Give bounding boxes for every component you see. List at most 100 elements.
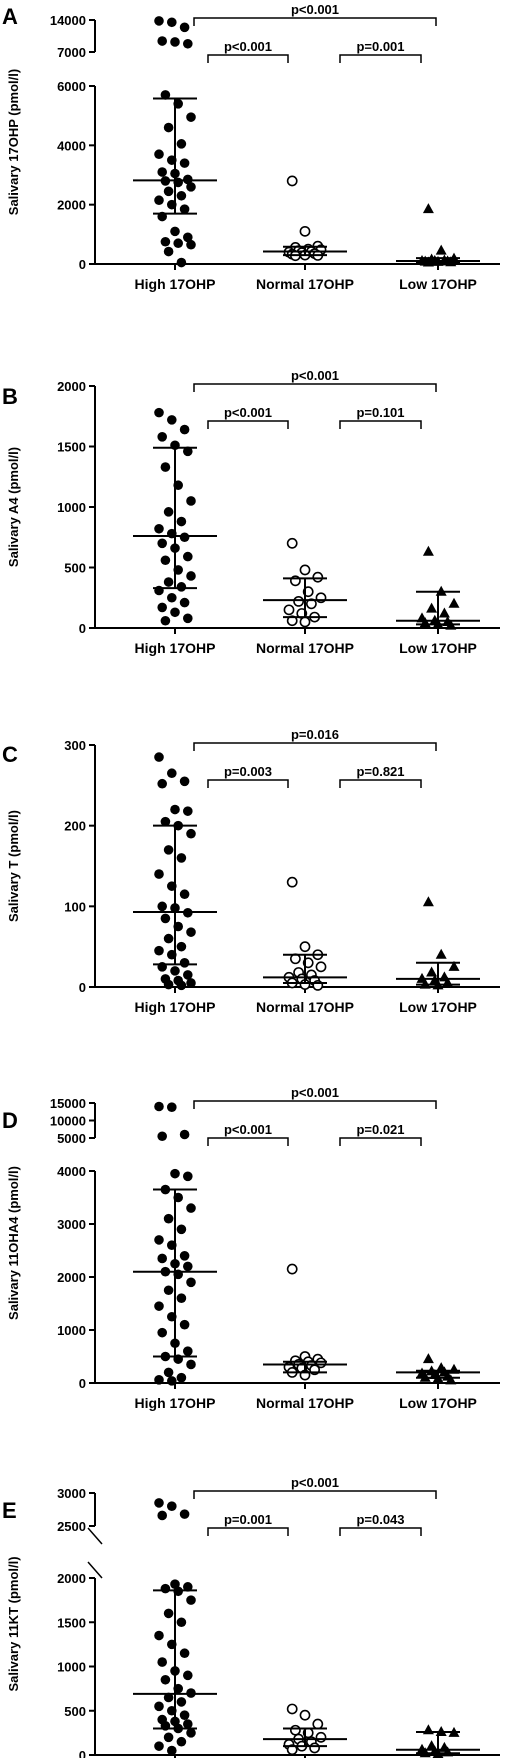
data-point-circle — [157, 1253, 167, 1264]
data-point-circle — [157, 1510, 167, 1521]
data-point-circle — [167, 1376, 177, 1386]
y-tick-label: 2000 — [57, 379, 86, 394]
y-tick-label: 1000 — [57, 500, 86, 515]
y-tick-label: 14000 — [50, 13, 86, 28]
y-tick-label: 1500 — [57, 440, 86, 455]
p-value-label: p=0.101 — [356, 405, 404, 420]
data-point-circle — [160, 555, 171, 566]
panel-letter: E — [2, 1498, 17, 1523]
significance-bracket — [207, 779, 289, 788]
data-point-circle — [154, 16, 164, 26]
panel-d: D Salivary 11OHA4 (pmol/l) High 17OHP Norma… — [2, 1085, 500, 1411]
data-point-open-circle — [299, 941, 311, 953]
y-axis-title: Salivary 11OHA4 (pmol/l) — [6, 1166, 21, 1320]
data-point-circle — [157, 167, 167, 177]
significance-bracket — [207, 54, 289, 63]
y-axis-title: Salivary 11KT (pmol/l) — [6, 1556, 21, 1691]
data-point-circle — [154, 1301, 164, 1311]
panel-letter: A — [2, 4, 18, 29]
p-value-label: p=0.016 — [291, 727, 339, 742]
significance-bracket — [339, 420, 422, 429]
data-point-circle — [167, 1745, 177, 1756]
data-point-circle — [186, 239, 196, 250]
data-point-circle — [176, 257, 187, 268]
p-value-label: p<0.001 — [224, 39, 272, 54]
data-point-circle — [176, 1736, 187, 1747]
p-value-label: p<0.001 — [291, 1085, 339, 1100]
data-point-circle — [167, 1102, 177, 1112]
x-tick-label: Low 17OHP — [399, 276, 477, 292]
data-point-circle — [186, 828, 196, 839]
data-point-circle — [157, 1657, 167, 1667]
data-point-circle — [179, 1251, 190, 1261]
data-point-circle — [157, 538, 167, 549]
data-point-circle — [186, 1277, 196, 1288]
data-point-circle — [163, 122, 174, 133]
x-tick-label: High 17OHP — [135, 640, 216, 656]
data-point-circle — [154, 1701, 164, 1712]
data-point-circle — [170, 804, 180, 815]
data-point-circle — [186, 112, 196, 122]
data-point-circle — [160, 236, 171, 247]
data-point-circle — [176, 1224, 187, 1235]
p-value-label: p<0.001 — [224, 405, 272, 420]
significance-bracket — [193, 1100, 437, 1109]
x-tick-label: High 17OHP — [135, 999, 216, 1015]
significance-bracket — [339, 54, 422, 63]
data-point-circle — [183, 613, 193, 624]
panel-b: B Salivary A4 (pmol/l) High 17OHP Normal 17… — [2, 368, 500, 656]
data-point-circle — [157, 778, 167, 789]
data-point-circle — [163, 246, 174, 257]
data-point-circle — [154, 869, 164, 879]
data-point-triangle — [422, 203, 434, 214]
data-point-triangle — [445, 1374, 457, 1385]
data-point-circle — [163, 186, 174, 197]
data-point-circle — [186, 1595, 196, 1605]
data-point-circle — [157, 1131, 167, 1142]
data-point-circle — [160, 1674, 171, 1685]
data-point-circle — [163, 1732, 174, 1743]
data-point-circle — [186, 1359, 196, 1370]
data-point-open-circle — [289, 1724, 301, 1736]
data-point-open-circle — [286, 1744, 298, 1756]
data-point-circle — [157, 602, 167, 613]
panel-c: C Salivary T (pmol/l) High 17OHP Normal 17O… — [2, 727, 500, 1015]
y-tick-label: 3000 — [57, 1486, 86, 1501]
p-value-label: p=0.043 — [356, 1512, 404, 1527]
y-axis-title: Salivary A4 (pmol/l) — [6, 447, 21, 567]
data-point-circle — [163, 933, 174, 944]
data-point-circle — [183, 446, 193, 457]
data-point-circle — [160, 90, 171, 100]
p-value-label: p=0.001 — [224, 1512, 272, 1527]
data-point-circle — [157, 36, 167, 46]
y-tick-label: 300 — [64, 738, 86, 753]
data-point-circle — [176, 853, 187, 863]
data-point-circle — [157, 1327, 167, 1338]
x-tick-label: Normal 17OHP — [256, 640, 354, 656]
x-tick-label: High 17OHP — [135, 276, 216, 292]
data-point-circle — [186, 182, 196, 192]
data-point-triangle — [435, 244, 447, 255]
data-point-circle — [179, 1509, 190, 1519]
data-point-open-circle — [286, 1263, 298, 1275]
significance-bracket — [193, 742, 437, 751]
data-point-circle — [170, 607, 180, 618]
data-point-circle — [167, 415, 177, 425]
data-point-circle — [160, 1583, 171, 1594]
data-point-circle — [176, 516, 187, 527]
data-point-circle — [179, 776, 190, 787]
significance-bracket — [339, 779, 422, 788]
data-point-circle — [154, 1498, 164, 1508]
y-axis-title: Salivary 17OHP (pmol/l) — [6, 69, 21, 215]
panel-letter: C — [2, 742, 18, 767]
y-tick-label: 10000 — [50, 1114, 86, 1129]
y-tick-label: 2000 — [57, 198, 86, 213]
data-point-circle — [179, 1710, 190, 1720]
x-tick-label: Low 17OHP — [399, 1395, 477, 1411]
data-point-open-circle — [283, 604, 295, 616]
data-point-circle — [186, 1203, 196, 1213]
data-point-circle — [183, 1582, 193, 1592]
data-point-circle — [154, 1101, 164, 1112]
data-point-circle — [179, 204, 190, 214]
